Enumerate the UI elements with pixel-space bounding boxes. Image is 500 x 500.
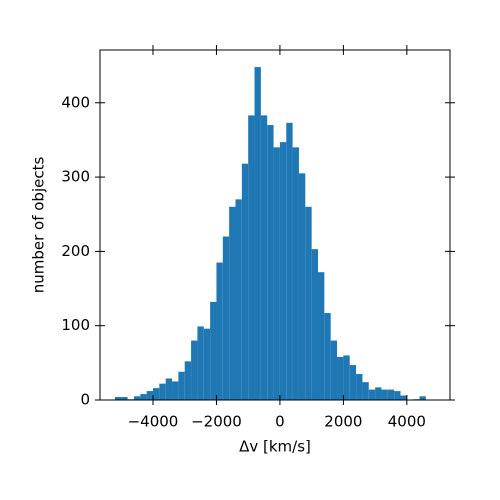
bar: [222, 236, 230, 400]
bar: [260, 115, 268, 400]
x-tick-label: 0: [275, 413, 285, 431]
bar: [387, 389, 395, 400]
bar: [343, 355, 350, 400]
bar: [375, 387, 382, 400]
bar: [152, 388, 160, 400]
bar: [381, 389, 388, 400]
bar: [235, 199, 242, 400]
bar: [362, 382, 369, 400]
bar: [121, 397, 128, 400]
bar: [172, 381, 179, 400]
bar: [216, 262, 223, 400]
bar: [311, 249, 318, 400]
bar: [254, 67, 261, 400]
bar: [184, 361, 192, 400]
x-tick-label: −4000: [128, 413, 179, 431]
plot-frame: [99, 49, 451, 401]
bar: [279, 142, 287, 400]
x-tick-label: −2000: [191, 413, 242, 431]
bar: [178, 371, 185, 400]
bar: [140, 394, 147, 400]
bar: [146, 391, 153, 400]
bar: [337, 356, 344, 400]
bar: [330, 340, 338, 400]
bar: [114, 397, 122, 400]
bar: [349, 365, 357, 400]
y-axis-label: number of objects: [30, 157, 48, 294]
bar: [394, 391, 401, 400]
bar: [356, 373, 363, 400]
bar: [298, 173, 306, 400]
y-tick-label: 0: [80, 391, 90, 409]
bar: [248, 115, 255, 400]
bar: [203, 328, 211, 400]
bar: [159, 383, 166, 400]
y-tick-label: 200: [61, 242, 90, 260]
bar: [267, 125, 274, 401]
x-axis-label: Δv [km/s]: [239, 438, 311, 456]
y-tick-label: 100: [61, 316, 90, 334]
bar: [197, 326, 204, 400]
bar: [165, 378, 173, 400]
bar: [317, 272, 325, 400]
bar: [324, 313, 331, 400]
bar: [229, 206, 236, 400]
y-tick-label: 300: [61, 168, 90, 186]
bar: [400, 395, 407, 400]
bar: [210, 301, 217, 400]
bar: [133, 396, 141, 400]
bar: [241, 163, 249, 400]
y-tick-label: 400: [61, 93, 90, 111]
bar: [419, 396, 426, 400]
bar: [286, 122, 293, 400]
bar: [191, 340, 198, 400]
bar: [273, 147, 280, 400]
bar: [292, 147, 299, 400]
bar: [305, 206, 312, 400]
x-tick-label: 2000: [324, 413, 362, 431]
x-tick-label: 4000: [388, 413, 426, 431]
bar: [368, 389, 376, 400]
